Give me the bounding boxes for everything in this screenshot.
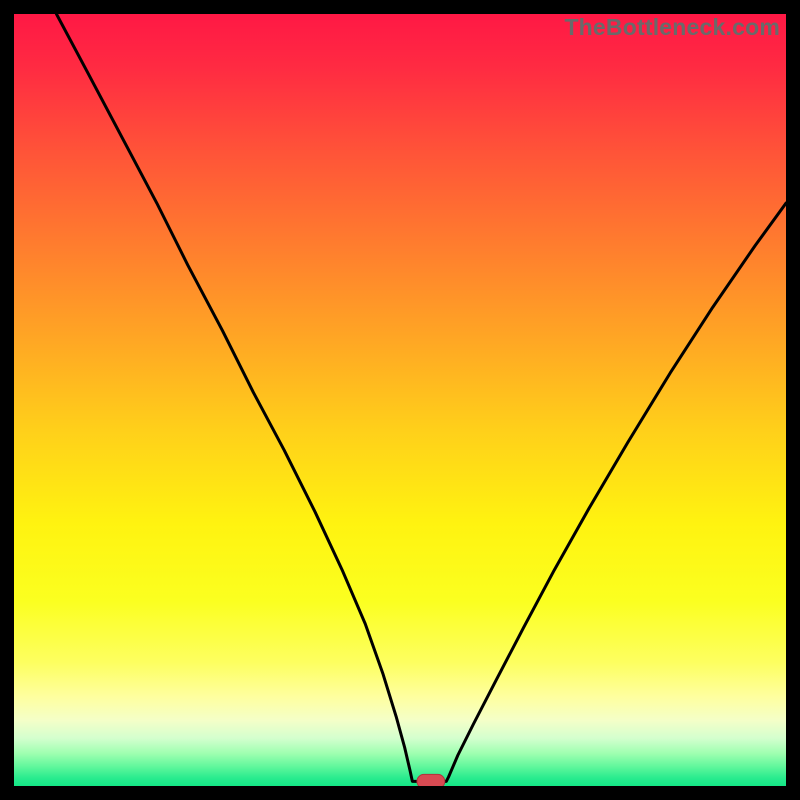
bottleneck-curve bbox=[56, 14, 786, 781]
chart-frame: TheBottleneck.com bbox=[0, 0, 800, 800]
watermark-text: TheBottleneck.com bbox=[564, 14, 780, 41]
plot-area: TheBottleneck.com bbox=[14, 14, 786, 786]
optimum-marker bbox=[417, 774, 445, 786]
curve-layer bbox=[14, 14, 786, 786]
